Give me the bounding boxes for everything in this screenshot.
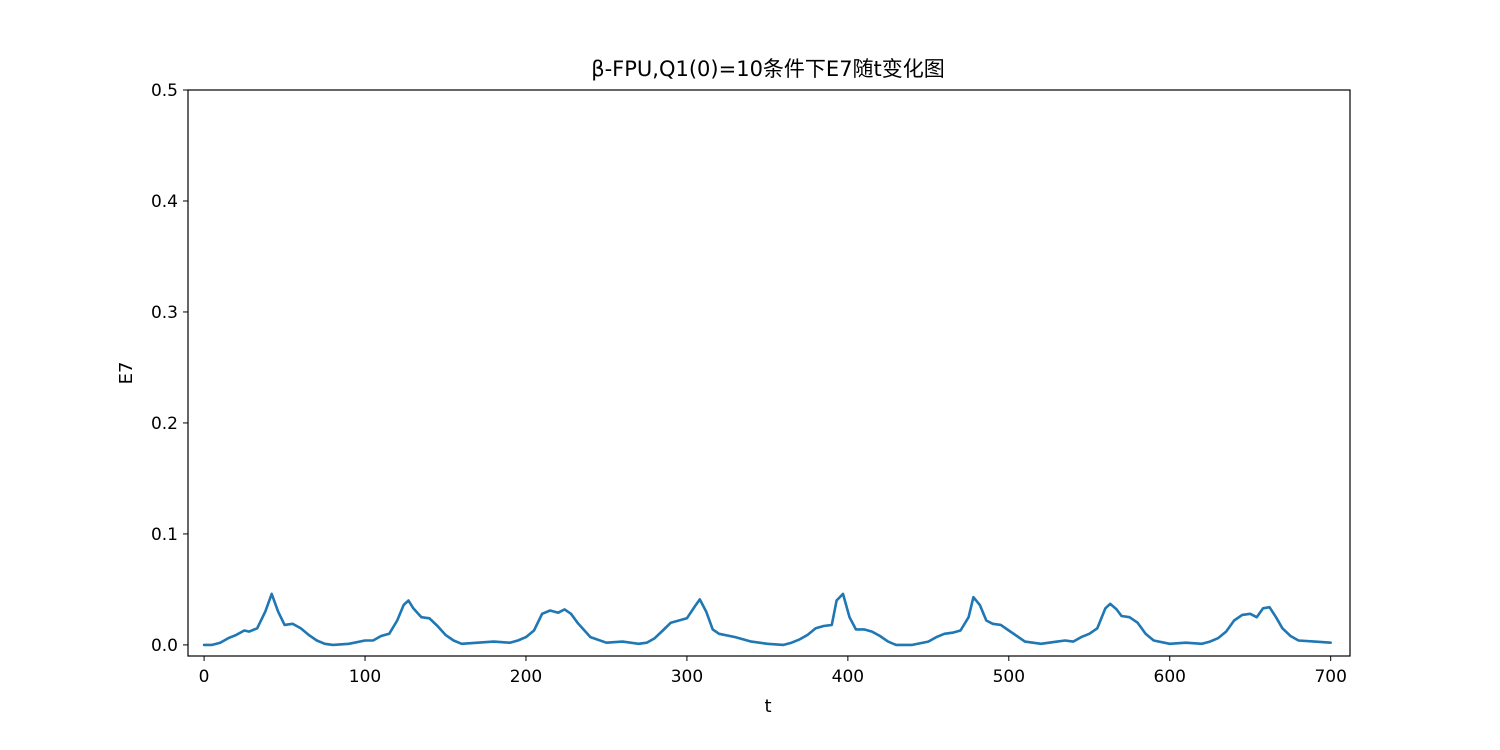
plot-frame <box>187 89 1351 657</box>
y-tick-label: 0.4 <box>151 192 178 212</box>
y-axis-label: E7 <box>116 362 137 385</box>
y-axis-ticks: 0.0 0.1 0.2 0.3 0.4 0.5 <box>151 81 188 656</box>
y-tick-label: 0.1 <box>151 525 178 545</box>
x-tick-label: 500 <box>993 667 1025 687</box>
y-tick-label: 0.0 <box>151 636 178 656</box>
x-axis-ticks: 0 100 200 300 400 500 600 700 <box>199 656 1347 687</box>
x-tick-label: 700 <box>1314 667 1346 687</box>
x-tick-label: 200 <box>510 667 542 687</box>
x-tick-label: 300 <box>671 667 703 687</box>
x-axis-label: t <box>764 696 771 717</box>
x-tick-label: 0 <box>199 667 210 687</box>
y-tick-label: 0.3 <box>151 303 178 323</box>
x-tick-label: 100 <box>349 667 381 687</box>
x-tick-label: 400 <box>832 667 864 687</box>
chart-title: β-FPU,Q1(0)=10条件下E7随t变化图 <box>591 57 945 81</box>
x-tick-label: 600 <box>1154 667 1186 687</box>
series-layer <box>202 592 1332 647</box>
y-tick-label: 0.2 <box>151 414 178 434</box>
y-tick-label: 0.5 <box>151 81 178 101</box>
plot-area <box>187 89 1351 657</box>
series-line-0 <box>202 592 1332 647</box>
